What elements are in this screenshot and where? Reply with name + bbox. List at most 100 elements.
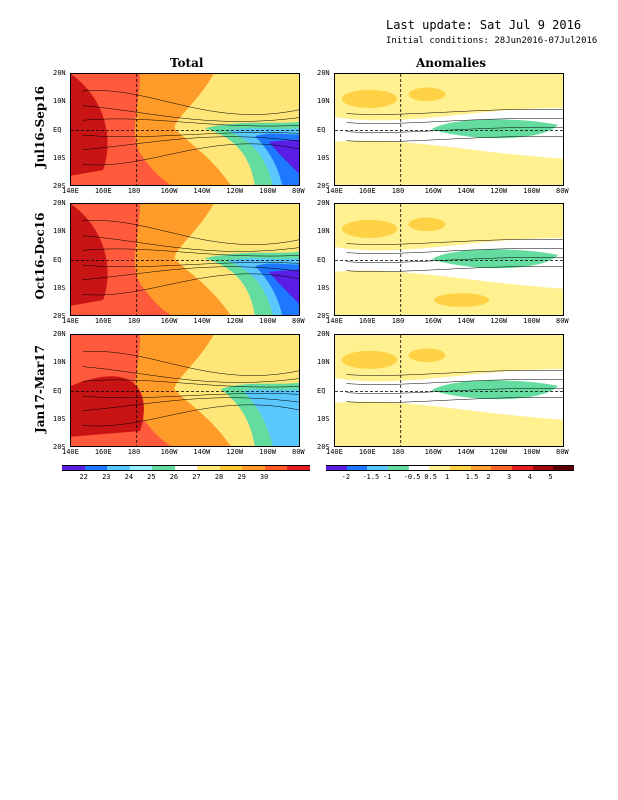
lat-tick-label: 10N bbox=[53, 97, 66, 106]
lon-tick-label: 140W bbox=[193, 317, 211, 325]
lat-tick-label: EQ bbox=[317, 125, 326, 134]
lon-tick-label: 180 bbox=[391, 187, 405, 195]
colorbar-tick-label: 24 bbox=[124, 473, 134, 481]
lat-tick-label: EQ bbox=[53, 255, 62, 264]
lon-tick-label: 120W bbox=[490, 448, 508, 456]
lon-tick-label: 160E bbox=[94, 448, 112, 456]
lat-tick-label: 20N bbox=[317, 69, 330, 77]
lon-tick-label: 120W bbox=[226, 448, 244, 456]
lat-tick-label: 20N bbox=[317, 330, 330, 338]
total-column-title: Total bbox=[170, 56, 204, 70]
lon-tick-label: 160E bbox=[94, 187, 112, 195]
lon-tick-label: 120W bbox=[490, 187, 508, 195]
lon-tick-label: 80W bbox=[292, 187, 305, 195]
lat-tick-label: 10N bbox=[317, 227, 330, 236]
lon-tick-label: 100W bbox=[523, 448, 540, 456]
lat-tick-label: 10S bbox=[53, 283, 66, 292]
lat-tick-label: 20N bbox=[53, 199, 66, 207]
colorbar-tick-label: 25 bbox=[147, 473, 156, 481]
lat-tick-label: 20S bbox=[53, 443, 66, 451]
colorbar-tick-label: 1 bbox=[445, 473, 450, 481]
colorbar-segment bbox=[326, 465, 347, 471]
lon-tick-label: 80W bbox=[292, 448, 305, 456]
lon-tick-label: 160W bbox=[424, 317, 442, 325]
lon-tick-label: 80W bbox=[292, 317, 305, 325]
lat-tick-label: 20S bbox=[317, 443, 330, 451]
colorbar-segment bbox=[346, 465, 368, 471]
lon-tick-label: 160E bbox=[358, 317, 376, 325]
row-label-oct-dec: Oct16-Dec16 bbox=[33, 212, 47, 300]
lat-tick-label: 20S bbox=[53, 312, 66, 320]
lon-tick-label: 140E bbox=[62, 187, 79, 195]
lat-tick-label: 10S bbox=[53, 414, 66, 423]
colorbar-segment bbox=[367, 465, 388, 471]
lon-tick-label: 100W bbox=[259, 317, 276, 325]
colorbar-segment bbox=[62, 465, 85, 471]
colorbar-segment bbox=[174, 465, 198, 471]
lon-tick-label: 160W bbox=[424, 187, 442, 195]
lat-tick-label: 20N bbox=[53, 330, 66, 338]
colorbar-segment bbox=[450, 465, 471, 471]
lon-tick-label: 140W bbox=[457, 187, 475, 195]
lon-tick-label: 160W bbox=[160, 187, 178, 195]
lon-tick-label: 160E bbox=[94, 317, 112, 325]
lon-tick-label: 80W bbox=[556, 187, 569, 195]
colorbar-segment bbox=[553, 465, 574, 471]
lat-tick-label: 20S bbox=[317, 182, 330, 190]
lon-tick-label: 140E bbox=[326, 187, 343, 195]
lon-tick-label: 80W bbox=[556, 317, 569, 325]
colorbar-segment bbox=[129, 465, 153, 471]
colorbar-tick-label: 26 bbox=[169, 473, 179, 481]
lon-tick-label: 180 bbox=[127, 187, 141, 195]
lon-tick-label: 160W bbox=[160, 317, 178, 325]
colorbar-segment bbox=[84, 465, 108, 471]
lon-tick-label: 140W bbox=[457, 317, 475, 325]
colorbar-segment bbox=[491, 465, 512, 471]
colorbar-tick-label: -1.5 bbox=[362, 473, 380, 481]
lon-tick-label: 140E bbox=[326, 317, 343, 325]
colorbar-tick-label: 27 bbox=[192, 473, 201, 481]
colorbar-segment bbox=[388, 465, 409, 471]
row-label-jan-mar: Jan17-Mar17 bbox=[33, 345, 47, 433]
lat-tick-label: EQ bbox=[317, 386, 326, 395]
lon-tick-label: 80W bbox=[556, 448, 569, 456]
lat-tick-label: 10S bbox=[317, 414, 330, 423]
colorbar-segment bbox=[429, 465, 450, 471]
lon-tick-label: 140E bbox=[62, 448, 79, 456]
anomaly-map-3 bbox=[334, 334, 564, 447]
lat-tick-label: 10S bbox=[317, 153, 330, 162]
lat-tick-label: 20N bbox=[317, 199, 330, 207]
lat-tick-label: EQ bbox=[53, 125, 62, 134]
lon-tick-label: 180 bbox=[391, 317, 405, 325]
lat-tick-label: 10N bbox=[53, 227, 66, 236]
lon-tick-label: 100W bbox=[259, 187, 276, 195]
colorbar-tick-label: 23 bbox=[102, 473, 111, 481]
lon-tick-label: 100W bbox=[523, 317, 540, 325]
lat-tick-label: 20S bbox=[53, 182, 66, 190]
lat-tick-label: EQ bbox=[317, 255, 326, 264]
lon-tick-label: 140E bbox=[326, 448, 343, 456]
total-map-3 bbox=[70, 334, 300, 447]
initial-conditions-text: Initial conditions: 28Jun2016-07Jul2016 bbox=[386, 36, 598, 46]
colorbar-tick-label: 3 bbox=[507, 473, 512, 481]
lon-tick-label: 140W bbox=[193, 448, 211, 456]
total-map-1 bbox=[70, 73, 300, 186]
lat-tick-label: 10N bbox=[317, 358, 330, 367]
colorbar-segment bbox=[197, 465, 220, 471]
colorbar-segment bbox=[470, 465, 492, 471]
colorbar-segment bbox=[532, 465, 554, 471]
colorbar-tick-label: 5 bbox=[548, 473, 553, 481]
colorbar-tick-label: 28 bbox=[214, 473, 224, 481]
colorbar-segment bbox=[287, 465, 310, 471]
lon-tick-label: 120W bbox=[226, 317, 244, 325]
colorbar-segment bbox=[408, 465, 430, 471]
lon-tick-label: 180 bbox=[127, 448, 141, 456]
last-update-text: Last update: Sat Jul 9 2016 bbox=[386, 18, 582, 32]
lat-tick-label: 10S bbox=[317, 283, 330, 292]
lon-tick-label: 100W bbox=[259, 448, 276, 456]
lat-tick-label: 20N bbox=[53, 69, 66, 77]
colorbar-segment bbox=[107, 465, 130, 471]
colorbar-segment bbox=[512, 465, 533, 471]
lon-tick-label: 160W bbox=[424, 448, 442, 456]
colorbar-segment bbox=[152, 465, 175, 471]
